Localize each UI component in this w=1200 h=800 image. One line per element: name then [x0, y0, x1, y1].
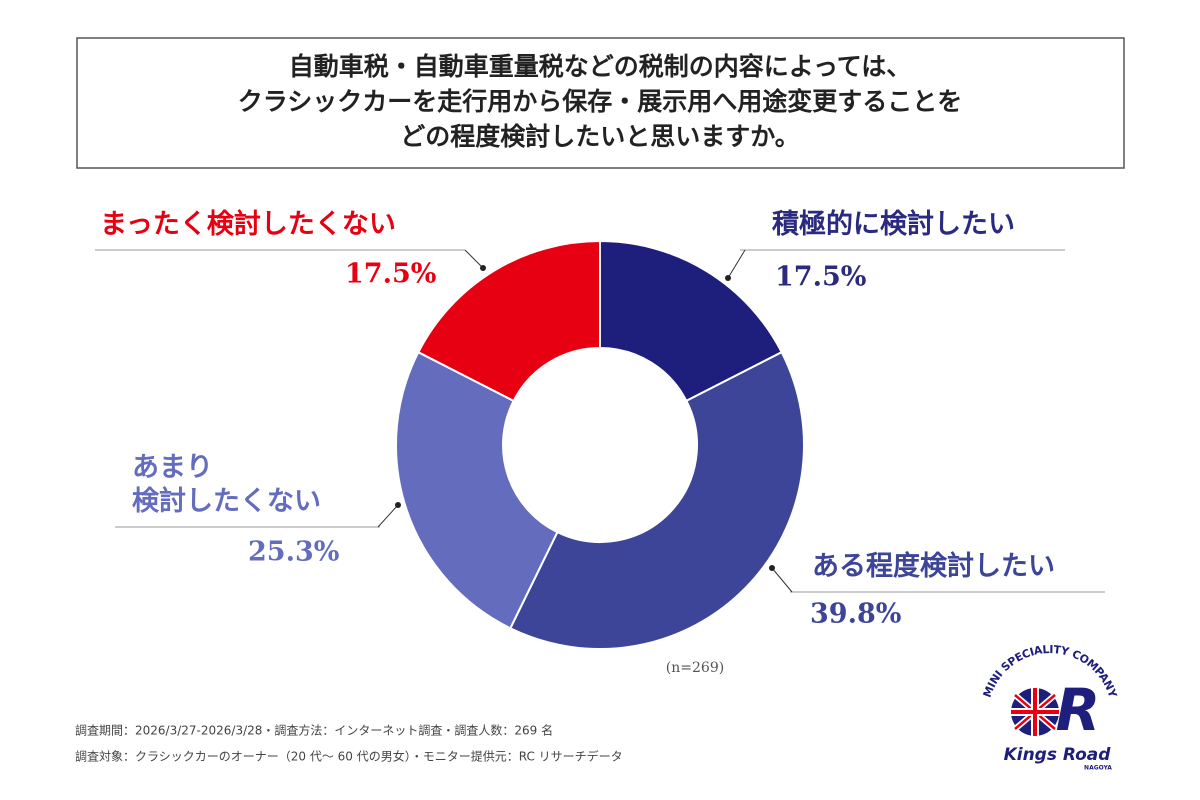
category-line: まったく検討したくない: [100, 208, 396, 240]
title-line: クラシックカーを走行用から保存・展示用へ用途変更することを: [238, 87, 963, 116]
leader-line: [464, 249, 484, 269]
category-line: あまり: [132, 452, 213, 483]
donut-slice: [599, 239, 784, 403]
category-line: 検討したくない: [132, 485, 321, 517]
value-label: 17.5%: [775, 262, 866, 293]
category-label: ある程度検討したい: [812, 550, 1055, 582]
value-label: 17.5%: [345, 259, 436, 290]
leader-line: [771, 567, 793, 593]
leader-line: [727, 249, 746, 279]
leader-dot: [395, 502, 401, 508]
footnote: 調査期間：2026/3/27-2026/3/28・調査方法：インターネット調査・…: [75, 723, 553, 738]
title-line: 自動車税・自動車重量税などの税制の内容によっては、: [289, 52, 912, 81]
donut-slice: [395, 350, 559, 630]
category-label: あまり検討したくない: [132, 452, 321, 517]
footnote: 調査対象：クラシックカーのオーナー（20 代～ 60 代の男女）・モニター提供元…: [75, 749, 623, 764]
category-label: 積極的に検討したい: [772, 208, 1015, 240]
leader-line: [377, 504, 399, 528]
title-box: [76, 37, 1125, 169]
logo-name: Kings Road: [1004, 745, 1112, 765]
sample-note: (n=269): [666, 660, 724, 676]
logo-letter: R: [1056, 676, 1101, 744]
logo-cross: [1011, 688, 1059, 736]
value-label: 25.3%: [248, 537, 339, 568]
category-label: まったく検討したくない: [100, 208, 396, 240]
logo-city: NAGOYA: [1084, 765, 1112, 772]
leader-dot: [769, 565, 775, 571]
leader-dot: [480, 265, 486, 271]
donut-slice: [508, 350, 805, 650]
logo: MINI SPECIALITY COMPANY R Kings Road NAG…: [981, 643, 1120, 772]
donut-slice: [416, 239, 601, 403]
category-line: 積極的に検討したい: [772, 208, 1015, 240]
leader-dot: [725, 275, 731, 281]
category-line: ある程度検討したい: [812, 550, 1055, 582]
title-line: どの程度検討したいと思いますか。: [400, 122, 800, 151]
value-label: 39.8%: [810, 599, 901, 630]
